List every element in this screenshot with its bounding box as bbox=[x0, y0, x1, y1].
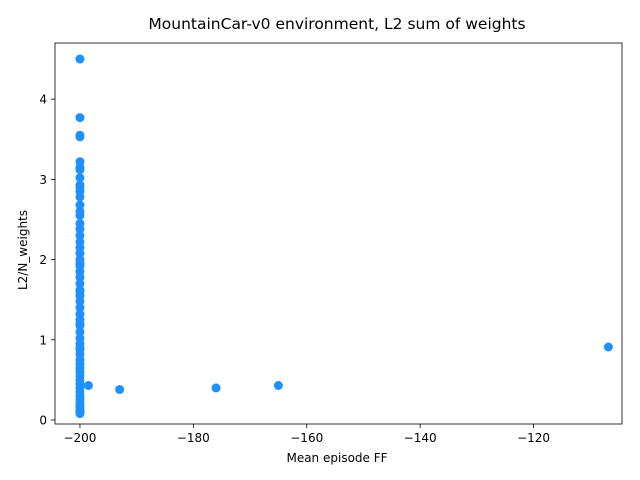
y-tick-label: 1 bbox=[39, 333, 47, 347]
y-axis-label: L2/N_weights bbox=[16, 210, 30, 290]
data-point bbox=[75, 200, 85, 210]
y-tick-label: 0 bbox=[39, 413, 47, 427]
data-point bbox=[75, 165, 85, 175]
data-point bbox=[75, 231, 85, 241]
data-point bbox=[75, 287, 85, 297]
data-point bbox=[273, 381, 283, 390]
data-point bbox=[75, 173, 85, 183]
data-point bbox=[75, 296, 85, 306]
data-point bbox=[75, 363, 85, 373]
data-point bbox=[75, 210, 85, 220]
data-point bbox=[211, 383, 221, 393]
x-tick-label: −160 bbox=[290, 431, 323, 445]
data-point bbox=[75, 192, 85, 202]
x-axis-label: Mean episode FF bbox=[286, 451, 387, 465]
plot-frame bbox=[54, 42, 623, 425]
y-tick-label: 3 bbox=[39, 173, 47, 187]
data-point bbox=[75, 113, 85, 123]
x-axis: −200 −180 −160 −140 −120 bbox=[63, 424, 550, 445]
y-tick-label: 2 bbox=[39, 253, 47, 267]
data-point bbox=[75, 279, 85, 289]
data-point bbox=[75, 319, 85, 329]
data-point bbox=[75, 409, 85, 419]
data-point bbox=[75, 272, 85, 282]
data-point bbox=[83, 381, 93, 390]
data-point bbox=[75, 54, 85, 64]
plot-area bbox=[54, 42, 623, 425]
data-point bbox=[75, 327, 85, 337]
y-tick-label: 4 bbox=[39, 93, 47, 107]
y-axis: 0 1 2 3 4 bbox=[39, 93, 55, 427]
data-point bbox=[75, 224, 85, 234]
data-point bbox=[75, 248, 85, 258]
x-tick-label: −180 bbox=[177, 431, 210, 445]
data-point bbox=[603, 342, 613, 352]
data-point bbox=[75, 259, 85, 269]
data-point bbox=[75, 343, 85, 353]
x-tick-label: −200 bbox=[63, 431, 96, 445]
x-tick-label: −140 bbox=[404, 431, 437, 445]
data-point bbox=[75, 132, 85, 142]
data-point bbox=[75, 303, 85, 313]
chart-title: MountainCar-v0 environment, L2 sum of we… bbox=[148, 15, 525, 33]
x-tick-label: −120 bbox=[517, 431, 550, 445]
data-point bbox=[115, 385, 125, 395]
